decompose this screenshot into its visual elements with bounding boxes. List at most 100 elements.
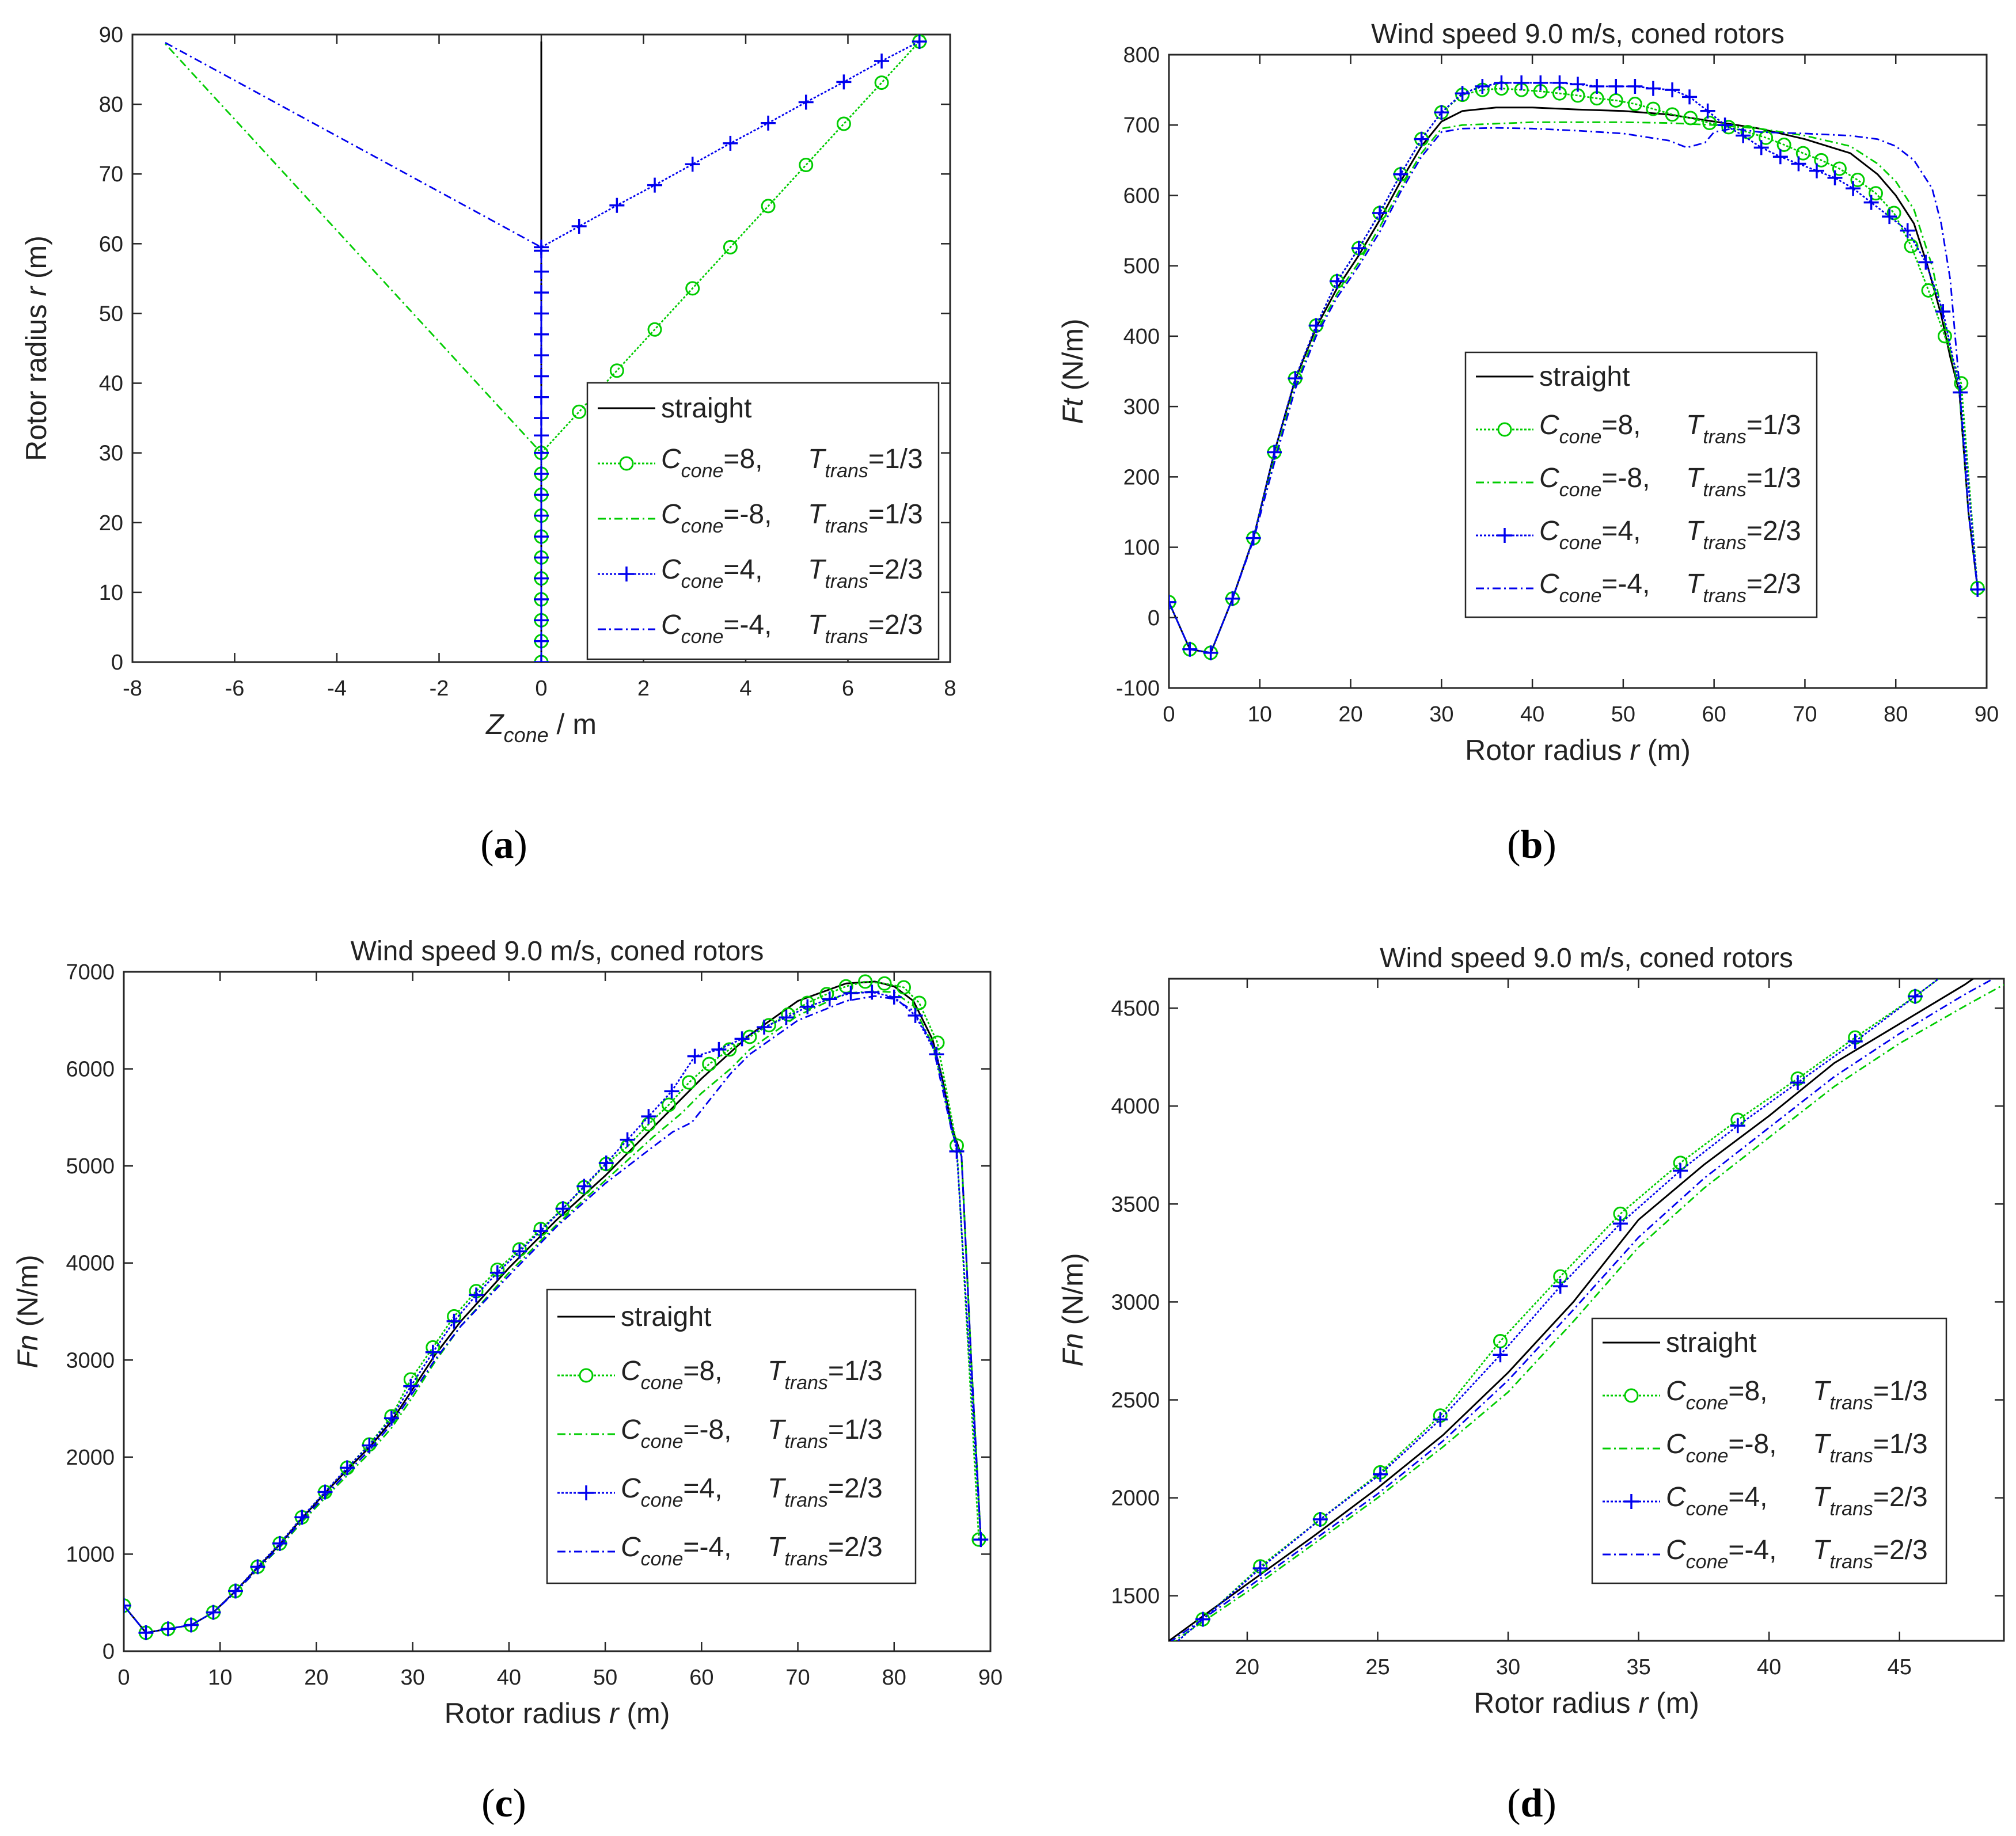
data-point-plus	[1433, 1412, 1448, 1427]
panel-caption: (b)	[1507, 823, 1556, 867]
y-tick-label: 0	[1148, 606, 1160, 630]
chart-panel-d: 20 25 30 35 40 45 1500 2000 2500 3000 3500 4000 4500…	[1057, 943, 2005, 1826]
y-tick-label: 0	[102, 1640, 115, 1664]
data-point-plus	[533, 1223, 549, 1239]
x-tick-label: 30	[1429, 702, 1453, 727]
data-point-plus	[1552, 75, 1567, 90]
data-point-circle	[1795, 146, 1810, 161]
data-point-plus	[1918, 254, 1934, 270]
y-axis-label: Rotor radius r (m)	[20, 235, 52, 461]
data-point-plus	[1225, 591, 1240, 606]
data-point-circle	[781, 1007, 796, 1022]
x-tick-label: 10	[208, 1666, 232, 1690]
data-point-circle	[682, 1075, 697, 1090]
data-point-plus	[512, 1244, 527, 1259]
data-point-circle	[1721, 120, 1736, 135]
y-tick-label: 3000	[66, 1348, 115, 1373]
x-tick-label: 90	[978, 1666, 1003, 1690]
data-point-plus	[1351, 241, 1366, 256]
y-tick-label: 90	[99, 23, 123, 47]
legend-label-1: Ccone=8, Ttrans=1/3	[661, 444, 923, 482]
y-tick-label: 3000	[1111, 1290, 1160, 1314]
series-line-4	[1170, 979, 1995, 1641]
data-point-plus	[446, 1313, 462, 1329]
y-tick-label: 30	[99, 442, 123, 466]
data-point-plus	[1455, 86, 1470, 101]
legend-label-4: Ccone=-4, Ttrans=2/3	[1539, 569, 1801, 607]
chart-panel-b: 0 10 20 30 40 50 60 70 80 90-10001002003004005006…	[1057, 19, 1999, 867]
data-point-plus	[1570, 77, 1585, 92]
y-tick-label: 4500	[1111, 997, 1160, 1021]
chart-title: Wind speed 9.0 m/s, coned rotors	[1380, 943, 1793, 974]
data-point-plus	[1267, 444, 1282, 460]
data-point-plus	[912, 35, 927, 50]
y-tick-label: 700	[1123, 113, 1160, 138]
data-point-circle	[799, 157, 814, 172]
data-point-plus	[1753, 140, 1769, 155]
x-tick-label: 45	[1888, 1655, 1912, 1679]
data-point-plus	[757, 1020, 772, 1035]
y-axis-label: Fn (N/m)	[12, 1255, 44, 1368]
data-point-plus	[1552, 1279, 1568, 1294]
series-line-2	[1169, 121, 1979, 654]
legend-box	[1464, 351, 1818, 618]
data-point-plus	[1791, 156, 1806, 172]
data-point-plus	[620, 1132, 635, 1147]
data-point-plus	[1393, 166, 1408, 182]
data-point-plus	[489, 1265, 505, 1280]
legend-label-0: straight	[661, 393, 751, 424]
x-tick-label: 20	[1338, 702, 1362, 727]
legend-label-3: Ccone=4, Ttrans=2/3	[1539, 516, 1801, 554]
legend: straight Ccone=8, Ttrans=1/3 Ccone=-8, Ttran…	[1464, 351, 1818, 618]
data-point-plus	[949, 1143, 965, 1159]
chart-panel-c: 0 10 20 30 40 50 60 70 80 90 0 1000 2000 3000 4000 5000…	[12, 936, 1003, 1826]
legend-label-2: Ccone=-8, Ttrans=1/3	[621, 1415, 883, 1453]
x-tick-label: 4	[739, 676, 751, 701]
y-tick-label: 4000	[1111, 1094, 1160, 1119]
legend-label-3: Ccone=4, Ttrans=2/3	[621, 1473, 883, 1511]
data-point-circle	[661, 1097, 676, 1112]
y-tick-label: 4000	[66, 1252, 115, 1276]
data-point-plus	[1533, 75, 1548, 90]
y-tick-label: 2000	[66, 1446, 115, 1470]
x-tick-label: 80	[1884, 702, 1908, 727]
y-tick-label: 40	[99, 372, 123, 396]
series-line-3	[124, 991, 982, 1634]
legend-marker-circle	[619, 456, 634, 471]
data-point-plus	[1373, 1466, 1388, 1482]
y-tick-label: 500	[1123, 254, 1160, 279]
legend-marker-circle	[579, 1368, 594, 1383]
data-point-plus	[1900, 223, 1915, 238]
x-axis-label: Rotor radius r (m)	[445, 1697, 670, 1729]
legend-label-0: straight	[1539, 362, 1630, 392]
legend-label-4: Ccone=-4, Ttrans=2/3	[1666, 1535, 1928, 1573]
data-point-circle	[1945, 963, 1958, 975]
data-point-plus	[576, 1179, 592, 1194]
data-point-plus	[800, 999, 815, 1014]
data-point-plus	[250, 1559, 265, 1575]
data-point-plus	[711, 1041, 727, 1057]
data-point-plus	[1434, 105, 1449, 120]
data-point-plus	[1494, 75, 1509, 90]
x-tick-label: 50	[1611, 702, 1635, 727]
series-line-2	[1173, 983, 2004, 1641]
x-tick-label: 0	[535, 676, 547, 701]
data-point-circle	[1972, 943, 1984, 956]
chart-title: Wind speed 9.0 m/s, coned rotors	[1371, 19, 1785, 50]
data-point-circle	[609, 363, 624, 378]
data-point-plus	[641, 1109, 656, 1124]
data-point-plus	[647, 177, 663, 193]
data-point-circle	[877, 976, 892, 991]
y-tick-label: 100	[1123, 536, 1160, 560]
y-tick-label: 5000	[66, 1154, 115, 1179]
data-point-circle	[723, 240, 738, 254]
x-axis-label: Rotor radius r (m)	[1465, 734, 1691, 766]
data-point-plus	[534, 240, 549, 255]
legend-label-4: Ccone=-4, Ttrans=2/3	[621, 1532, 883, 1570]
y-tick-label: 70	[99, 162, 123, 187]
data-point-plus	[1493, 1347, 1508, 1363]
data-point-circle	[912, 995, 927, 1010]
x-tick-label: 30	[401, 1666, 425, 1690]
data-point-plus	[184, 1617, 199, 1633]
legend-label-3: Ccone=4, Ttrans=2/3	[661, 554, 923, 592]
